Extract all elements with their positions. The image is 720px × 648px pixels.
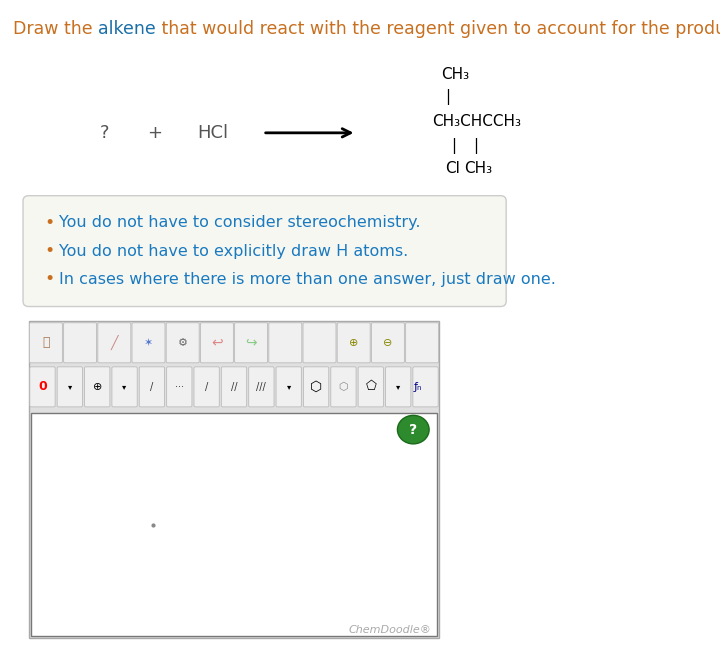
FancyBboxPatch shape (330, 367, 356, 407)
FancyBboxPatch shape (337, 323, 370, 363)
FancyBboxPatch shape (235, 323, 268, 363)
Text: ⬠: ⬠ (365, 380, 377, 393)
FancyBboxPatch shape (166, 323, 199, 363)
FancyBboxPatch shape (139, 367, 165, 407)
Text: //: // (230, 382, 238, 392)
Text: /: / (150, 382, 153, 392)
FancyBboxPatch shape (200, 323, 233, 363)
Text: ⬡: ⬡ (338, 382, 348, 392)
Text: ▾: ▾ (287, 382, 291, 391)
FancyBboxPatch shape (303, 367, 329, 407)
Text: +: + (148, 124, 162, 142)
FancyBboxPatch shape (385, 367, 411, 407)
FancyBboxPatch shape (132, 323, 165, 363)
Bar (31, 413, 437, 636)
Text: ///: /// (256, 382, 266, 392)
Text: Draw the: Draw the (13, 20, 98, 38)
Text: |: | (451, 138, 456, 154)
Text: /: / (205, 382, 208, 392)
Text: You do not have to explicitly draw H atoms.: You do not have to explicitly draw H ato… (59, 244, 408, 259)
Text: In cases where there is more than one answer, just draw one.: In cases where there is more than one an… (59, 272, 556, 286)
FancyBboxPatch shape (276, 367, 302, 407)
Text: ▾: ▾ (122, 382, 127, 391)
Text: ↩: ↩ (211, 336, 222, 350)
Text: ▾: ▾ (396, 382, 400, 391)
Text: Cl: Cl (445, 161, 460, 176)
Text: ⊕: ⊕ (92, 382, 102, 392)
FancyBboxPatch shape (63, 323, 96, 363)
Text: ···: ··· (175, 382, 184, 392)
Text: ChemDoodle®: ChemDoodle® (348, 625, 431, 635)
FancyBboxPatch shape (57, 367, 83, 407)
Text: ✶: ✶ (144, 338, 153, 348)
Text: that would react with the reagent given to account for the product formed.: that would react with the reagent given … (156, 20, 720, 38)
Text: •: • (45, 214, 55, 232)
Text: ⊕: ⊕ (349, 338, 359, 348)
Text: ↪: ↪ (246, 336, 257, 350)
Bar (29, 321, 439, 638)
Text: ?: ? (99, 124, 109, 142)
Text: |: | (472, 138, 478, 154)
Text: ✋: ✋ (42, 336, 50, 349)
Text: ?: ? (409, 422, 418, 437)
FancyBboxPatch shape (30, 367, 55, 407)
Text: HCl: HCl (197, 124, 228, 142)
FancyBboxPatch shape (303, 323, 336, 363)
FancyBboxPatch shape (98, 323, 131, 363)
Text: ⬡: ⬡ (310, 380, 322, 394)
FancyBboxPatch shape (405, 323, 438, 363)
FancyBboxPatch shape (23, 196, 506, 307)
Text: CH₃: CH₃ (441, 67, 469, 82)
FancyBboxPatch shape (221, 367, 247, 407)
Text: ƒₙ: ƒₙ (414, 382, 423, 392)
FancyBboxPatch shape (84, 367, 110, 407)
FancyBboxPatch shape (372, 323, 405, 363)
FancyBboxPatch shape (112, 367, 138, 407)
Text: •: • (45, 242, 55, 260)
Text: •: • (45, 270, 55, 288)
FancyBboxPatch shape (30, 323, 63, 363)
FancyBboxPatch shape (269, 323, 302, 363)
Text: ⊖: ⊖ (383, 338, 392, 348)
Text: |: | (445, 89, 451, 104)
Text: You do not have to consider stereochemistry.: You do not have to consider stereochemis… (59, 216, 420, 231)
FancyBboxPatch shape (166, 367, 192, 407)
Text: CH₃CHCCH₃: CH₃CHCCH₃ (432, 113, 521, 129)
FancyBboxPatch shape (358, 367, 384, 407)
FancyBboxPatch shape (248, 367, 274, 407)
FancyBboxPatch shape (413, 367, 438, 407)
Text: ▾: ▾ (68, 382, 72, 391)
FancyBboxPatch shape (194, 367, 220, 407)
Text: alkene: alkene (98, 20, 156, 38)
Circle shape (397, 415, 429, 444)
Text: 0: 0 (38, 380, 47, 393)
Text: ⚙: ⚙ (178, 338, 188, 348)
Text: ╱: ╱ (111, 335, 118, 351)
Text: CH₃: CH₃ (464, 161, 492, 176)
